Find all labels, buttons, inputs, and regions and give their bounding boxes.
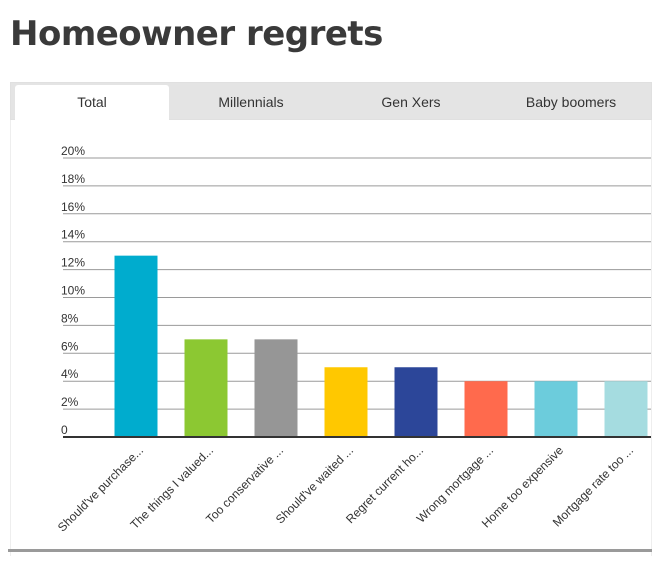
bar[interactable] [394, 367, 438, 437]
y-tick-label: 16% [61, 200, 85, 214]
x-tick-label: Regret current ho... [343, 443, 426, 526]
bottom-divider [8, 549, 652, 552]
tab-gen-xers[interactable]: Gen Xers [381, 94, 441, 110]
tab-millennials[interactable]: Millennials [218, 94, 284, 110]
tab-total[interactable]: Total [15, 85, 169, 121]
y-tick-label: 8% [61, 311, 79, 325]
y-tick-label: 2% [61, 395, 79, 409]
y-tick-label: 18% [61, 172, 85, 186]
page-title: Homeowner regrets [10, 14, 383, 54]
y-tick-label: 10% [61, 284, 85, 298]
bar-chart: 02%4%6%8%10%12%14%16%18%20%Should've pur… [55, 144, 652, 534]
y-tick-label: 4% [61, 367, 79, 381]
y-tick-label: 20% [61, 144, 85, 158]
x-tick-label: Too conservative ... [203, 443, 286, 526]
chart-panel: Total Millennials Gen Xers Baby boomers … [10, 82, 652, 556]
x-tick-label: Wrong mortgage ... [414, 443, 496, 525]
bar[interactable] [604, 381, 648, 437]
x-tick-label: Should've waited ... [273, 443, 356, 526]
tab-bar: Total Millennials Gen Xers Baby boomers [10, 82, 652, 121]
bar[interactable] [534, 381, 578, 437]
bar[interactable] [464, 381, 508, 437]
tab-baby-boomers[interactable]: Baby boomers [525, 94, 617, 110]
y-tick-label: 12% [61, 256, 85, 270]
bar[interactable] [324, 367, 368, 437]
y-tick-label: 6% [61, 339, 79, 353]
bar[interactable] [114, 255, 158, 437]
y-tick-label: 0 [61, 423, 68, 437]
chart-area: 0 2% 4% 6% 8% 10% 12% 14% 16% 18% 20% Should've pur… [10, 120, 652, 556]
y-tick-label: 14% [61, 228, 85, 242]
bar[interactable] [184, 339, 228, 437]
bar[interactable] [254, 339, 298, 437]
